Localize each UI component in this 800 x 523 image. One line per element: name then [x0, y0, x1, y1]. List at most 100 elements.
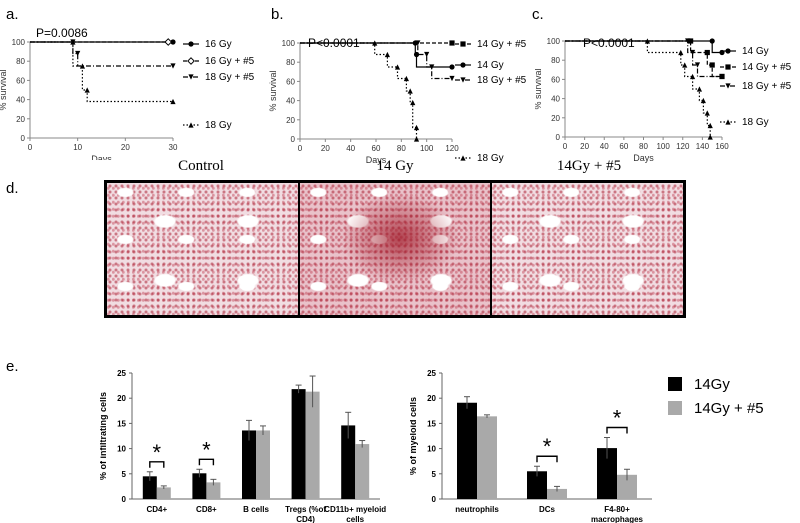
y-tick-label: 80 [551, 56, 560, 65]
survival-marker [449, 64, 455, 70]
legend-marker [725, 64, 731, 70]
survival-curve [30, 41, 173, 103]
survival-curve [30, 41, 173, 67]
legend-label: 14 Gy [742, 46, 769, 57]
x-category-label-line: CD4+ [146, 505, 167, 514]
survival-marker [403, 75, 409, 82]
y-tick-label: 80 [16, 57, 25, 66]
panel-label-e: e. [6, 358, 19, 375]
histology-fibrosis-region [339, 193, 460, 283]
survival-marker [707, 134, 713, 140]
infiltrating-cells-bar-chart: 0 5 10 15 20 25 % of infiltrating cells CD4+ CD8… [100, 369, 386, 523]
legend-label: 18 Gy + #5 [477, 75, 527, 86]
y-tick-label: 20 [286, 116, 295, 125]
y-tick-label: 0 [556, 133, 561, 142]
x-category-label-line: cells [346, 515, 364, 523]
x-category-label: B cells [243, 505, 269, 514]
bar [527, 471, 547, 499]
y-tick-label: 5 [122, 470, 127, 479]
legend-label: 16 Gy [205, 39, 232, 50]
legend-swatch-14gy-5 [668, 401, 682, 415]
survival-marker [696, 86, 703, 92]
significance-asterisk: * [153, 440, 162, 465]
y-axis-label: % survival [535, 68, 543, 109]
lung-histology-panel [104, 180, 686, 318]
legend-item-14gy: 14Gy [668, 372, 798, 396]
legend-marker [460, 77, 466, 83]
significance-bracket [606, 426, 628, 434]
x-tick-label: 0 [563, 142, 568, 151]
p-value-annotation: P=0.0086 [36, 26, 88, 40]
panel-label-b: b. [271, 6, 284, 23]
significance-bracket [198, 458, 215, 466]
y-tick-label: 100 [12, 38, 26, 47]
y-tick-label: 15 [117, 419, 126, 428]
survival-marker [700, 97, 706, 104]
legend-item-14gy-5: 14Gy + #5 [668, 396, 798, 420]
y-tick-label: 20 [551, 114, 560, 123]
x-tick-label: 20 [321, 144, 330, 153]
x-tick-label: 40 [600, 142, 609, 151]
legend-marker [460, 155, 466, 161]
bar [597, 448, 617, 499]
x-category-label: Tregs (%of CD4) [285, 505, 326, 523]
survival-marker [170, 98, 176, 105]
x-tick-label: 120 [445, 144, 459, 153]
bar [617, 474, 637, 499]
y-tick-label: 15 [427, 419, 436, 428]
bar [457, 402, 477, 499]
y-axis-label: % survival [268, 70, 278, 111]
x-tick-label: 10 [73, 143, 82, 152]
significance-asterisk: * [202, 437, 211, 462]
survival-marker [79, 63, 86, 69]
survival-marker [449, 75, 455, 82]
legend-label: 18 Gy + #5 [205, 72, 255, 83]
bar [477, 416, 497, 499]
panel-label-a: a. [6, 6, 19, 23]
x-category-label-line: CD8+ [196, 505, 217, 514]
legend-label: 14 Gy [477, 60, 504, 71]
x-category-label-line: macrophages [591, 515, 644, 523]
y-axis-label: % of myeloid cells [410, 397, 418, 475]
survival-curve [300, 42, 452, 80]
y-tick-label: 60 [551, 75, 560, 84]
y-tick-label: 100 [282, 39, 296, 48]
x-category-label: CD11b+ myeloid cells [324, 505, 386, 523]
panel-label-d: d. [6, 180, 19, 197]
bar [355, 444, 370, 499]
x-category-label: neutrophils [455, 505, 499, 514]
y-tick-label: 10 [117, 445, 126, 454]
bar [156, 487, 171, 499]
x-category-label: CD8+ [196, 505, 217, 514]
legend-label: 16 Gy + #5 [205, 56, 255, 67]
significance-asterisk: * [613, 406, 622, 431]
survival-marker [689, 73, 696, 80]
survival-marker [384, 51, 390, 58]
x-tick-label: 80 [639, 142, 648, 151]
bar [547, 488, 567, 499]
x-tick-label: 60 [619, 142, 628, 151]
y-tick-label: 0 [291, 135, 296, 144]
y-tick-label: 0 [432, 495, 437, 504]
legend-marker [725, 83, 731, 89]
legend-marker [725, 48, 731, 54]
x-tick-label: 20 [121, 143, 130, 152]
survival-marker [413, 51, 420, 58]
survival-marker [372, 40, 378, 46]
survival-marker [704, 49, 710, 56]
survival-marker [449, 40, 455, 46]
y-axis-label: % survival [0, 69, 8, 110]
x-category-label-line: Tregs (%of [285, 505, 326, 514]
survival-marker [688, 38, 694, 44]
survival-marker [689, 49, 696, 56]
legend-marker [188, 122, 194, 128]
y-tick-label: 25 [117, 369, 126, 378]
y-tick-label: 80 [286, 58, 295, 67]
x-category-label: CD4+ [146, 505, 167, 514]
y-tick-label: 20 [117, 394, 126, 403]
bar [192, 473, 207, 499]
survival-marker [70, 39, 76, 45]
legend-marker [725, 119, 731, 125]
y-tick-label: 40 [16, 96, 25, 105]
